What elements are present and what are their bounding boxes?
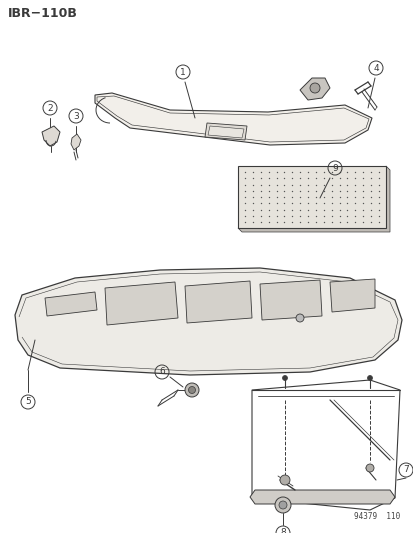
Polygon shape <box>42 126 60 146</box>
Polygon shape <box>185 281 252 323</box>
Circle shape <box>185 383 199 397</box>
Text: 9: 9 <box>331 164 337 173</box>
Polygon shape <box>299 78 329 100</box>
Text: 8: 8 <box>280 529 285 533</box>
Text: 6: 6 <box>159 367 164 376</box>
Polygon shape <box>45 292 97 316</box>
Polygon shape <box>259 280 321 320</box>
Circle shape <box>279 475 289 485</box>
Text: 1: 1 <box>180 68 185 77</box>
Polygon shape <box>249 490 394 504</box>
Text: IBR−110B: IBR−110B <box>8 7 78 20</box>
Polygon shape <box>95 93 371 145</box>
Circle shape <box>309 83 319 93</box>
Circle shape <box>365 464 373 472</box>
Bar <box>237 166 385 228</box>
Text: 3: 3 <box>73 111 79 120</box>
Circle shape <box>188 386 195 393</box>
Polygon shape <box>204 123 247 140</box>
Text: 5: 5 <box>25 398 31 407</box>
Text: 94379  110: 94379 110 <box>353 512 399 521</box>
Circle shape <box>274 497 290 513</box>
Circle shape <box>278 501 286 509</box>
Polygon shape <box>237 166 389 232</box>
Text: 7: 7 <box>402 465 408 474</box>
Polygon shape <box>105 282 178 325</box>
Text: 4: 4 <box>372 63 378 72</box>
Circle shape <box>295 314 303 322</box>
Text: 2: 2 <box>47 103 53 112</box>
Polygon shape <box>329 279 374 312</box>
Circle shape <box>282 376 287 381</box>
Polygon shape <box>207 126 243 138</box>
Polygon shape <box>71 134 81 150</box>
Polygon shape <box>15 268 401 375</box>
Circle shape <box>367 376 372 381</box>
